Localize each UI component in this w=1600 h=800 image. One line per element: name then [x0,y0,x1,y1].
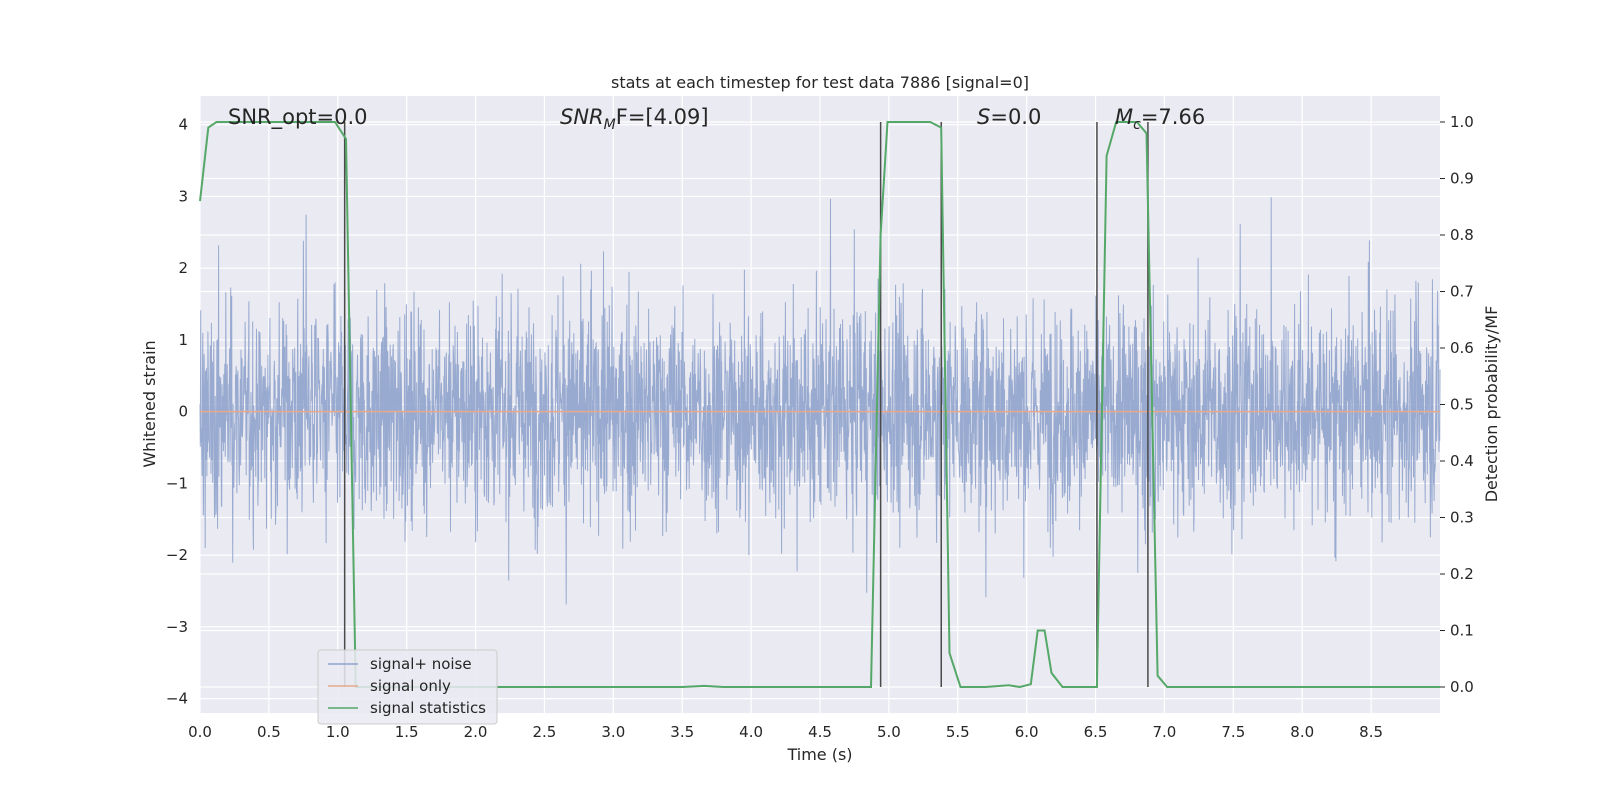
x-tick-label: 6.0 [1015,723,1039,741]
annotation-snr-mf-sub: M [604,117,616,133]
y-right-tick-label: 0.4 [1450,452,1474,470]
annotation-mc-rest: =7.66 [1141,105,1205,129]
signal-noise-series [199,197,1441,605]
y-right-tick-label: 0.7 [1450,282,1474,300]
y-right-tick-label: 0.5 [1450,396,1474,414]
annotation-snr-mf-rest: F=[4.09] [616,105,709,129]
x-tick-label: 5.0 [877,723,901,741]
y-tick-label: 3 [178,187,188,205]
y-tick-label: 4 [178,116,188,134]
x-tick-label: 2.5 [533,723,557,741]
y-axis-label: Whitened strain [140,340,159,467]
chart-title: stats at each timestep for test data 788… [611,73,1029,92]
x-tick-label: 3.5 [670,723,694,741]
x-tick-label: 4.0 [739,723,763,741]
y-right-tick-label: 0.6 [1450,339,1474,357]
y-tick-label: −2 [166,546,188,564]
y-right-tick-label: 0.9 [1450,169,1474,187]
x-tick-label: 8.0 [1290,723,1314,741]
x-tick-label: 1.5 [395,723,419,741]
signal-noise-line [199,197,1441,605]
x-tick-label: 8.5 [1359,723,1383,741]
annotation-s-main: S [977,105,990,129]
y-right-tick-label: 0.1 [1450,622,1474,640]
x-tick-label: 0.0 [188,723,212,741]
y-right-tick-label: 1.0 [1450,113,1474,131]
y-tick-label: 1 [178,331,188,349]
y-tick-label: −4 [166,690,188,708]
y-tick-label: −1 [166,474,188,492]
x-tick-label: 1.0 [326,723,350,741]
x-tick-label: 5.5 [946,723,970,741]
annotation-snr-mf: SNRMF=[4.09] [560,105,709,133]
signal-statistics-series [199,121,1440,689]
annotation-snr-mf-main: SNR [560,105,604,129]
legend: signal+ noise signal only signal statist… [317,649,498,725]
legend-box [317,649,498,725]
annotation-mc-sub: c [1133,117,1141,133]
y-right-axis-ticks: 1.0 0.9 0.8 0.7 0.6 0.5 0.4 0.3 0.2 0.1 0.0 [1440,113,1474,696]
legend-label-signal-noise: signal+ noise [370,655,472,673]
y-tick-label: 2 [178,259,188,277]
y-right-axis-label: Detection probability/MF [1482,306,1501,503]
legend-label-signal-only: signal only [370,677,451,695]
legend-label-signal-statistics: signal statistics [370,699,486,717]
signal-statistics-line [199,121,1440,689]
x-tick-label: 4.5 [808,723,832,741]
x-axis-label: Time (s) [786,745,852,764]
annotation-snr-opt: SNR_opt=0.0 [228,105,368,130]
y-right-tick-label: 0.3 [1450,509,1474,527]
annotation-s: S=0.0 [977,105,1041,129]
y-right-tick-label: 0.2 [1450,565,1474,583]
annotation-mc: Mc=7.66 [1115,105,1205,133]
x-tick-label: 2.0 [464,723,488,741]
x-axis-ticks: 0.0 0.5 1.0 1.5 2.0 2.5 3.0 3.5 4.0 4.5 5.0 5.5 6.0 6… [188,723,1383,741]
x-tick-label: 0.5 [257,723,281,741]
annotation-mc-main: M [1115,105,1133,129]
x-tick-label: 7.5 [1221,723,1245,741]
vertical-markers [343,121,1149,688]
x-tick-label: 6.5 [1084,723,1108,741]
y-tick-label: −3 [166,618,188,636]
x-tick-label: 3.0 [601,723,625,741]
x-tick-label: 7.0 [1153,723,1177,741]
y-right-tick-label: 0.8 [1450,226,1474,244]
y-axis-ticks: 4 3 2 1 0 −1 −2 −3 −4 [166,116,188,708]
y-tick-label: 0 [178,403,188,421]
y-right-tick-label: 0.0 [1450,678,1474,696]
annotation-s-rest: =0.0 [990,105,1041,129]
